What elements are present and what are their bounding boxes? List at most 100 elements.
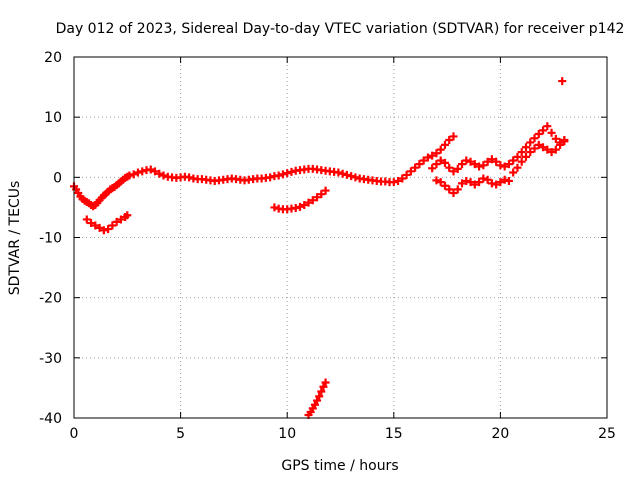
y-tick-label: -40: [39, 411, 62, 427]
data-point: [526, 148, 535, 157]
data-point: [440, 140, 449, 149]
data-point: [496, 178, 505, 187]
data-point: [466, 157, 475, 166]
data-point: [278, 170, 287, 179]
data-point: [146, 165, 155, 174]
data-point: [95, 223, 104, 232]
x-tick-label: 10: [278, 426, 296, 442]
data-point: [104, 225, 113, 234]
data-point: [440, 158, 449, 167]
data-point: [483, 175, 492, 184]
data-point: [496, 161, 505, 170]
axis-ticks: 0 5 10 15 20 25 -40 -30 -20 -10 0 10 20: [39, 50, 616, 442]
data-point: [504, 160, 513, 169]
data-point: [315, 392, 324, 401]
data-point: [308, 196, 317, 205]
data-point: [453, 164, 462, 173]
data-point: [530, 134, 539, 143]
data-point: [492, 157, 501, 166]
data-point: [310, 400, 319, 409]
series-outlier: [558, 77, 567, 86]
data-point: [389, 178, 398, 187]
data-point: [287, 167, 296, 176]
data-point: [108, 221, 117, 230]
y-tick-label: -30: [39, 351, 62, 367]
data-point: [185, 173, 194, 182]
data-point: [411, 163, 420, 172]
y-axis-label: SDTVAR / TECUs: [7, 181, 23, 296]
data-point: [517, 148, 526, 157]
data-point: [123, 211, 132, 220]
data-point: [155, 169, 164, 178]
chart-title: Day 012 of 2023, Sidereal Day-to-day VTE…: [56, 21, 625, 37]
data-point: [317, 387, 326, 396]
data-point: [266, 173, 275, 182]
data-point: [487, 155, 496, 164]
data-point: [513, 163, 522, 172]
data-point: [547, 128, 556, 137]
grid-lines: [74, 57, 607, 418]
data-point: [458, 179, 467, 188]
x-tick-label: 5: [176, 426, 185, 442]
data-point: [462, 156, 471, 165]
data-point: [500, 162, 509, 171]
data-point: [547, 148, 556, 157]
plot-frame: [73, 56, 608, 419]
data-point: [402, 170, 411, 179]
data-point: [394, 176, 403, 185]
data-points: [70, 77, 569, 419]
data-point: [449, 167, 458, 176]
data-point: [87, 219, 96, 228]
data-point: [445, 185, 454, 194]
data-point: [313, 193, 322, 202]
x-tick-label: 15: [385, 426, 403, 442]
data-point: [543, 145, 552, 154]
series-band-6: [432, 174, 513, 197]
data-point: [274, 171, 283, 180]
data-point: [159, 171, 168, 180]
data-point: [436, 145, 445, 154]
data-point: [530, 144, 539, 153]
data-point: [504, 176, 513, 185]
data-point: [428, 164, 437, 173]
data-point: [99, 226, 108, 235]
y-tick-label: 10: [44, 110, 62, 126]
data-point: [539, 126, 548, 135]
data-point: [304, 198, 313, 207]
data-point: [543, 122, 552, 131]
data-point: [470, 160, 479, 169]
data-point: [470, 180, 479, 189]
x-tick-label: 25: [598, 426, 616, 442]
data-point: [321, 378, 330, 387]
data-point: [300, 201, 309, 210]
data-point: [560, 137, 569, 146]
data-point: [449, 132, 458, 141]
data-point: [517, 157, 526, 166]
data-point: [112, 217, 121, 226]
data-point: [432, 176, 441, 185]
y-tick-label: 0: [53, 170, 62, 186]
data-point: [338, 169, 347, 178]
data-point: [445, 163, 454, 172]
data-point: [406, 167, 415, 176]
y-tick-label: -20: [39, 291, 62, 307]
data-point: [462, 176, 471, 185]
data-point: [458, 160, 467, 169]
data-point: [558, 77, 567, 86]
data-point: [291, 204, 300, 213]
data-point: [483, 157, 492, 166]
y-tick-label: 20: [44, 50, 62, 66]
series-band-4: [304, 378, 330, 419]
data-point: [419, 156, 428, 165]
data-point: [151, 167, 160, 176]
data-point: [466, 178, 475, 187]
series-main-band: [70, 132, 458, 211]
data-point: [125, 171, 134, 180]
data-point: [317, 190, 326, 199]
data-point: [432, 160, 441, 169]
data-point: [500, 175, 509, 184]
data-point: [521, 152, 530, 161]
data-point: [534, 140, 543, 149]
data-point: [509, 156, 518, 165]
